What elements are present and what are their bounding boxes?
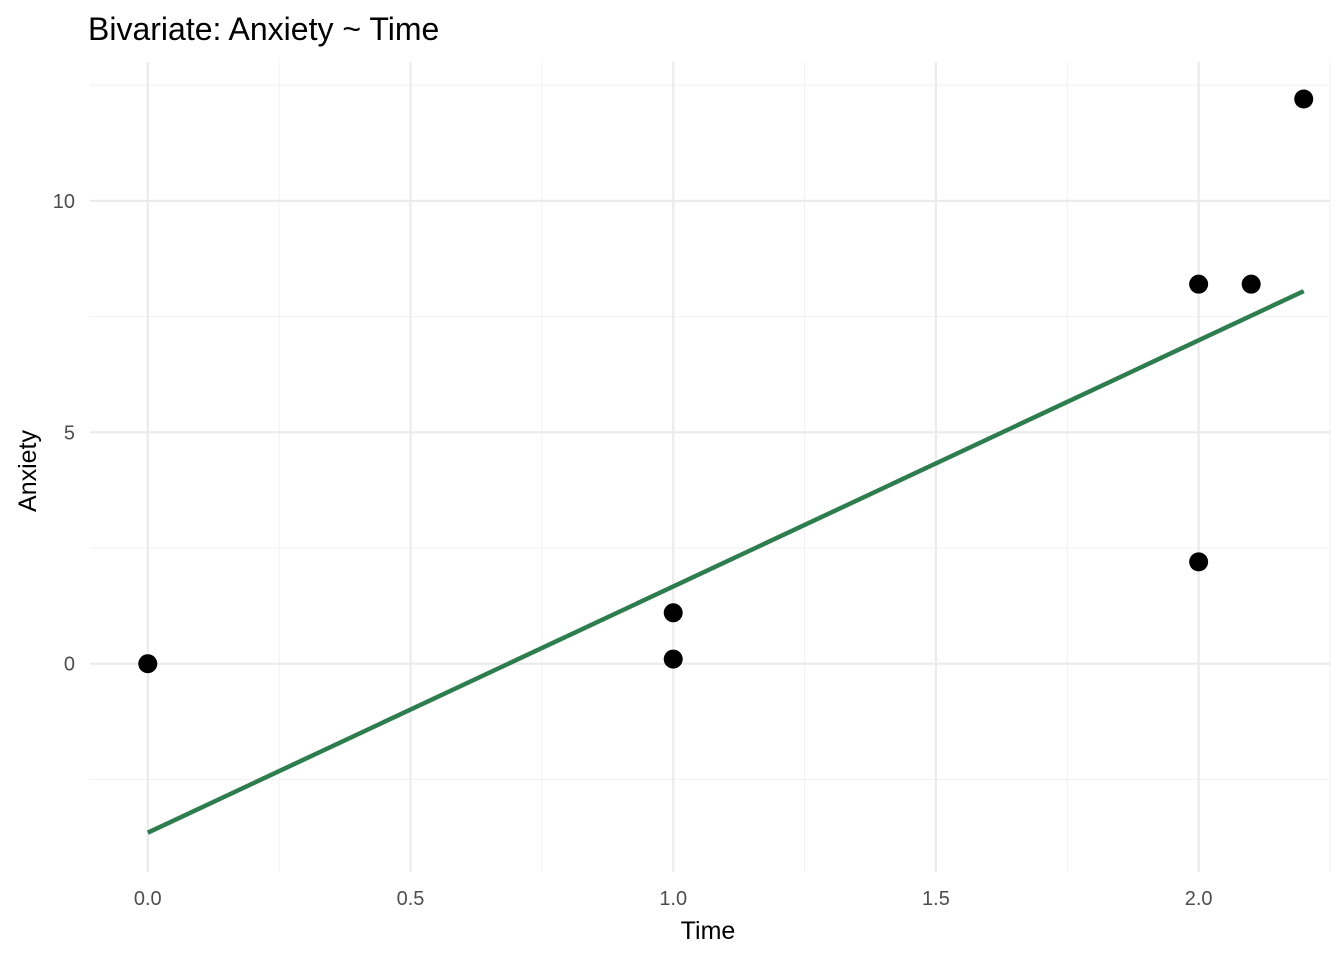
data-point (1241, 274, 1261, 294)
data-points (138, 89, 1314, 674)
regression-line (146, 289, 1305, 835)
major-gridlines (90, 62, 1330, 872)
x-tick-label: 1.5 (922, 888, 950, 910)
data-point (663, 649, 683, 669)
x-tick-label: 0.0 (134, 888, 162, 910)
x-tick-label: 1.0 (659, 888, 687, 910)
data-point (663, 603, 683, 623)
data-point (1189, 552, 1209, 572)
x-tick-label: 0.5 (397, 888, 425, 910)
y-tick-label: 0 (64, 654, 75, 676)
y-tick-labels: 0 5 10 (53, 191, 75, 676)
x-tick-label: 2.0 (1185, 888, 1213, 910)
x-axis-title: Time (681, 917, 736, 945)
chart-title: Bivariate: Anxiety ~ Time (88, 11, 439, 47)
minor-gridlines (90, 62, 1331, 872)
data-point (1189, 274, 1209, 294)
y-axis-title: Anxiety (14, 430, 42, 512)
y-tick-label: 5 (64, 422, 75, 444)
x-tick-labels: 0.0 0.5 1.0 1.5 2.0 (134, 888, 1213, 910)
regression-line-group (146, 289, 1305, 835)
data-point (138, 654, 158, 674)
data-point (1294, 89, 1314, 109)
y-tick-label: 10 (53, 191, 75, 213)
